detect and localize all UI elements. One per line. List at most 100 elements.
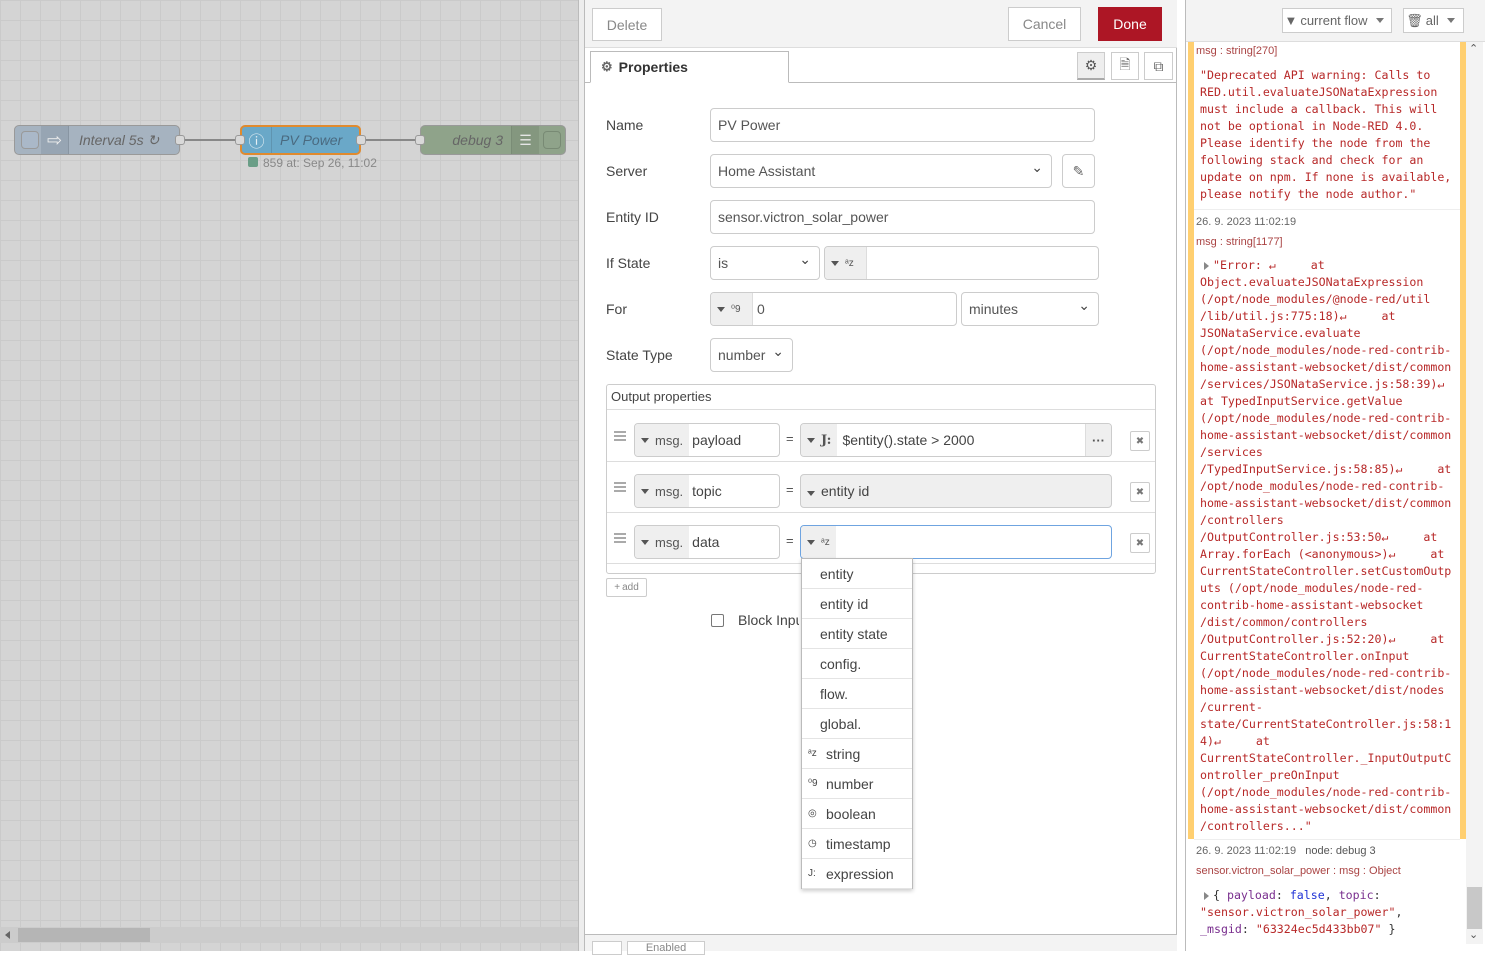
horizontal-scrollbar[interactable] [0, 927, 578, 943]
message-body[interactable]: "Error: ↵ at Object.evaluateJSONataExpres… [1200, 257, 1451, 835]
menu-item-entity[interactable]: entity [802, 559, 912, 589]
value-input[interactable]: ᵃz [800, 525, 1112, 559]
menu-item-label: entity state [820, 625, 888, 642]
message-object-line[interactable]: "sensor.victron_solar_power", [1200, 905, 1403, 919]
menu-item-entity-state[interactable]: entity state [802, 619, 912, 649]
block-input-checkbox[interactable] [711, 614, 724, 627]
clear-all-button[interactable]: 🗑 all [1403, 8, 1464, 33]
state-type-select[interactable]: number [710, 338, 793, 372]
value-select[interactable]: entity id [800, 474, 1112, 508]
menu-item-flow[interactable]: flow. [802, 679, 912, 709]
if-state-value-input[interactable]: ᵃz [824, 246, 1099, 280]
remove-row-button[interactable]: ✖ [1130, 533, 1150, 553]
output-port[interactable] [175, 135, 185, 145]
node-help-button[interactable] [592, 941, 622, 955]
pv-power-node[interactable]: ⓘ PV Power [235, 125, 366, 155]
edit-tray: Delete Cancel Done ⚙ Properties ⚙ 🗎 ⧉ Nam… [585, 0, 1177, 955]
message-line: /controllers [1200, 513, 1284, 527]
for-unit-select[interactable]: minutes [961, 292, 1099, 326]
debug-messages: msg : string[270] "Deprecated API warnin… [1186, 42, 1466, 937]
message-line: Please identify the node from the [1200, 136, 1431, 150]
message-node[interactable]: node: debug 3 [1305, 845, 1376, 857]
scroll-up-icon[interactable]: ⌃ [1469, 43, 1479, 55]
edit-server-button[interactable]: ✎ [1062, 154, 1095, 188]
filter-current-flow-button[interactable]: ▼ current flow [1282, 8, 1392, 33]
menu-item-boolean[interactable]: ◎ boolean [802, 799, 912, 829]
menu-item-config[interactable]: config. [802, 649, 912, 679]
add-output-button[interactable]: + add [606, 578, 647, 597]
message-line: CurrentStateController.setCustomOutp [1200, 564, 1452, 578]
value-input[interactable]: J: $entity().state > 2000 ··· [800, 423, 1112, 457]
equals-sign: = [786, 533, 794, 548]
menu-item-label: expression [826, 865, 894, 882]
message-object-line[interactable]: _msgid: "63324ec5d433bb07" } [1200, 922, 1396, 936]
for-value: 0 [757, 301, 765, 317]
message-line: not be optional in Node-RED 4.0. [1200, 119, 1424, 133]
expand-caret-icon[interactable] [1204, 262, 1209, 270]
input-port[interactable] [235, 135, 245, 145]
server-select[interactable]: Home Assistant [710, 154, 1052, 188]
remove-row-button[interactable]: ✖ [1130, 482, 1150, 502]
menu-item-number[interactable]: ⁰9 number [802, 769, 912, 799]
message-line: Array.forEach (<anonymous>)↵ at [1200, 547, 1445, 561]
enabled-toggle[interactable]: Enabled [627, 941, 705, 955]
scroll-left-icon[interactable] [5, 931, 10, 939]
drag-handle-icon[interactable] [614, 431, 626, 441]
menu-item-label: config. [820, 655, 862, 672]
tray-toolbar [585, 0, 1177, 48]
pencil-icon: ✎ [1072, 162, 1085, 179]
remove-row-button[interactable]: ✖ [1130, 431, 1150, 451]
scroll-down-icon[interactable]: ⌄ [1469, 929, 1479, 941]
tab-properties[interactable]: ⚙ Properties [590, 51, 789, 83]
menu-item-entity-id[interactable]: entity id [802, 589, 912, 619]
inject-button[interactable] [21, 131, 39, 149]
inject-node[interactable]: ⇨ Interval 5s ↻ [14, 125, 185, 155]
if-state-operator-select[interactable]: is [710, 246, 820, 280]
property-name: data [692, 534, 720, 550]
message-line: at TypedInputService.getValue [1200, 394, 1403, 408]
for-input[interactable]: ⁰9 0 [710, 292, 957, 326]
message-line: contrib-home-assistant-websocket [1200, 598, 1424, 612]
node-settings-tab-button[interactable]: ⚙ [1077, 52, 1105, 80]
menu-item-label: global. [820, 715, 862, 732]
menu-item-string[interactable]: ᵃz string [802, 739, 912, 769]
delete-button[interactable]: Delete [592, 8, 662, 41]
message-body[interactable]: "Deprecated API warning: Calls to RED.uti… [1200, 67, 1451, 203]
description-tab-button[interactable]: 🗎 [1111, 52, 1139, 80]
input-port[interactable] [415, 135, 425, 145]
drag-handle-icon[interactable] [614, 482, 626, 492]
debug-node[interactable]: debug 3 ☰ [415, 125, 566, 155]
appearance-tab-button[interactable]: ⧉ [1144, 52, 1173, 80]
scrollbar-thumb[interactable] [18, 928, 150, 942]
debug-toggle-button[interactable] [543, 131, 561, 149]
menu-item-expression[interactable]: J: expression [802, 859, 912, 889]
equals-sign: = [786, 482, 794, 497]
tray-splitter[interactable] [578, 0, 585, 951]
flow-canvas[interactable]: ⇨ Interval 5s ↻ ⓘ PV Power 859 at: Sep 2… [0, 0, 578, 951]
name-input[interactable]: PV Power [710, 108, 1095, 142]
scrollbar-thumb[interactable] [1467, 887, 1482, 929]
done-button[interactable]: Done [1098, 7, 1162, 41]
menu-item-global[interactable]: global. [802, 709, 912, 739]
menu-item-timestamp[interactable]: ◷ timestamp [802, 829, 912, 859]
cancel-button[interactable]: Cancel [1008, 7, 1081, 41]
debug-scrollbar[interactable]: ⌃ ⌄ [1466, 42, 1483, 944]
filter-label: current flow [1300, 13, 1368, 28]
wire [360, 139, 422, 141]
drag-handle-icon[interactable] [614, 533, 626, 543]
property-input[interactable]: msg. payload [634, 423, 780, 457]
expand-expression-button[interactable]: ··· [1085, 424, 1111, 456]
node-label: debug 3 [452, 132, 503, 148]
message-line: /OutputController.js:53:50↵ at [1200, 530, 1438, 544]
property-input[interactable]: msg. data [634, 525, 780, 559]
message-object-line[interactable]: { payload: false, topic: [1213, 888, 1381, 902]
tab-label: Properties [618, 59, 688, 75]
entity-id-input[interactable]: sensor.victron_solar_power [710, 200, 1095, 234]
expand-caret-icon[interactable] [1204, 892, 1209, 900]
msg-prefix: msg. [655, 534, 684, 550]
output-port[interactable] [356, 135, 366, 145]
value-type: entity id [821, 483, 870, 499]
message-line: following stack and check for an [1200, 153, 1424, 167]
property-input[interactable]: msg. topic [634, 474, 780, 508]
menu-item-label: flow. [820, 685, 849, 702]
